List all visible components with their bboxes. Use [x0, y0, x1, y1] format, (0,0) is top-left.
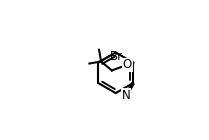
Text: Br: Br	[110, 50, 123, 63]
Text: O: O	[123, 58, 132, 71]
Text: N: N	[122, 89, 131, 102]
